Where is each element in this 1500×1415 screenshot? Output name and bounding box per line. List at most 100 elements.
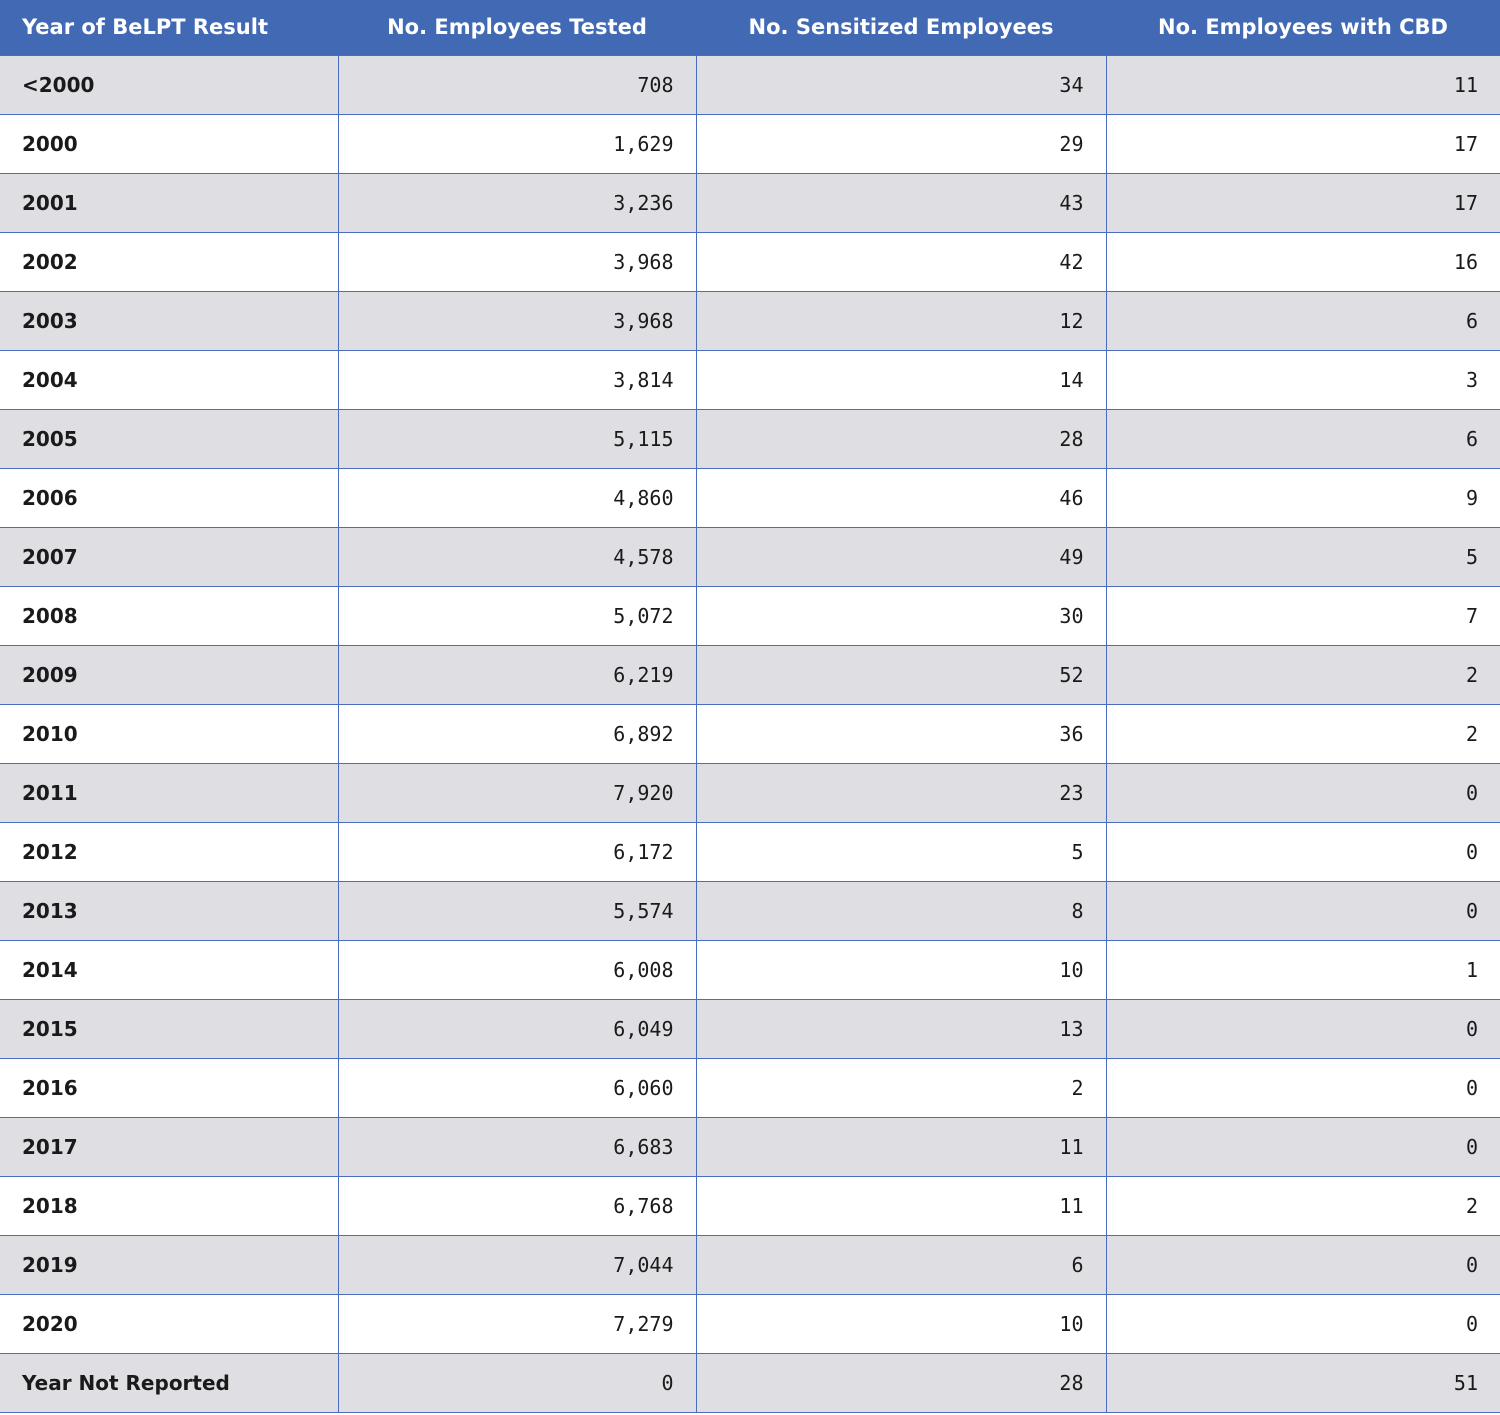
cell-year: 2009 bbox=[0, 644, 338, 705]
header-cbd: No. Employees with CBD bbox=[1106, 0, 1500, 55]
cell-cbd: 2 bbox=[1105, 703, 1500, 764]
cell-sensitized: 46 bbox=[695, 467, 1106, 528]
cell-cbd: 51 bbox=[1105, 1352, 1500, 1413]
table-row: 2004 3,814 14 3 bbox=[0, 349, 1500, 410]
cell-tested: 7,044 bbox=[337, 1234, 696, 1295]
cell-year: 2003 bbox=[0, 290, 338, 351]
cell-sensitized: 11 bbox=[695, 1175, 1106, 1236]
cell-year: Year Not Reported bbox=[0, 1352, 338, 1413]
cell-sensitized: 30 bbox=[695, 585, 1106, 646]
table-row: 2006 4,860 46 9 bbox=[0, 467, 1500, 528]
cell-year: 2012 bbox=[0, 821, 338, 882]
cell-tested: 6,683 bbox=[337, 1116, 696, 1177]
cell-tested: 6,008 bbox=[337, 939, 696, 1000]
header-tested: No. Employees Tested bbox=[338, 0, 696, 55]
table-row: 2013 5,574 8 0 bbox=[0, 880, 1500, 941]
cell-tested: 6,219 bbox=[337, 644, 696, 705]
cell-year: 2001 bbox=[0, 172, 338, 233]
cell-sensitized: 2 bbox=[695, 1057, 1106, 1118]
cell-tested: 3,968 bbox=[337, 290, 696, 351]
cell-sensitized: 12 bbox=[695, 290, 1106, 351]
cell-tested: 4,578 bbox=[337, 526, 696, 587]
cell-tested: 6,060 bbox=[337, 1057, 696, 1118]
cell-year: 2015 bbox=[0, 998, 338, 1059]
cell-tested: 5,115 bbox=[337, 408, 696, 469]
cell-tested: 3,814 bbox=[337, 349, 696, 410]
cell-cbd: 3 bbox=[1105, 349, 1500, 410]
cell-cbd: 0 bbox=[1105, 762, 1500, 823]
cell-sensitized: 13 bbox=[695, 998, 1106, 1059]
table-row: 2010 6,892 36 2 bbox=[0, 703, 1500, 764]
table-row: 2016 6,060 2 0 bbox=[0, 1057, 1500, 1118]
table-row: 2019 7,044 6 0 bbox=[0, 1234, 1500, 1295]
cell-tested: 4,860 bbox=[337, 467, 696, 528]
cell-year: 2011 bbox=[0, 762, 338, 823]
cell-sensitized: 10 bbox=[695, 1293, 1106, 1354]
cell-cbd: 1 bbox=[1105, 939, 1500, 1000]
cell-sensitized: 42 bbox=[695, 231, 1106, 292]
cell-year: <2000 bbox=[0, 54, 338, 115]
cell-year: 2010 bbox=[0, 703, 338, 764]
cell-cbd: 6 bbox=[1105, 408, 1500, 469]
cell-sensitized: 11 bbox=[695, 1116, 1106, 1177]
cell-sensitized: 43 bbox=[695, 172, 1106, 233]
table-row: 2001 3,236 43 17 bbox=[0, 172, 1500, 233]
cell-year: 2019 bbox=[0, 1234, 338, 1295]
header-row: Year of BeLPT Result No. Employees Teste… bbox=[0, 0, 1500, 55]
table-row: 2018 6,768 11 2 bbox=[0, 1175, 1500, 1236]
table-row: 2014 6,008 10 1 bbox=[0, 939, 1500, 1000]
cell-cbd: 2 bbox=[1105, 1175, 1500, 1236]
cell-tested: 6,892 bbox=[337, 703, 696, 764]
cell-year: 2007 bbox=[0, 526, 338, 587]
table-row: <2000 708 34 11 bbox=[0, 54, 1500, 115]
cell-year: 2008 bbox=[0, 585, 338, 646]
cell-year: 2005 bbox=[0, 408, 338, 469]
cell-cbd: 0 bbox=[1105, 880, 1500, 941]
cell-tested: 7,920 bbox=[337, 762, 696, 823]
cell-cbd: 2 bbox=[1105, 644, 1500, 705]
table-body: <2000 708 34 11 2000 1,629 29 17 2001 3,236 43 17 20… bbox=[0, 54, 1500, 1413]
cell-year: 2006 bbox=[0, 467, 338, 528]
cell-sensitized: 14 bbox=[695, 349, 1106, 410]
cell-cbd: 16 bbox=[1105, 231, 1500, 292]
cell-cbd: 0 bbox=[1105, 1234, 1500, 1295]
cell-year: 2016 bbox=[0, 1057, 338, 1118]
table-row: 2017 6,683 11 0 bbox=[0, 1116, 1500, 1177]
table-row: 2007 4,578 49 5 bbox=[0, 526, 1500, 587]
cell-sensitized: 29 bbox=[695, 113, 1106, 174]
cell-sensitized: 28 bbox=[695, 1352, 1106, 1413]
cell-year: 2002 bbox=[0, 231, 338, 292]
cell-tested: 6,172 bbox=[337, 821, 696, 882]
header-year: Year of BeLPT Result bbox=[0, 0, 338, 55]
cell-tested: 5,072 bbox=[337, 585, 696, 646]
cell-year: 2013 bbox=[0, 880, 338, 941]
cell-sensitized: 36 bbox=[695, 703, 1106, 764]
cell-cbd: 0 bbox=[1105, 998, 1500, 1059]
cell-year: 2020 bbox=[0, 1293, 338, 1354]
cell-cbd: 11 bbox=[1105, 54, 1500, 115]
table-row: 2000 1,629 29 17 bbox=[0, 113, 1500, 174]
cell-tested: 3,236 bbox=[337, 172, 696, 233]
table-row: 2015 6,049 13 0 bbox=[0, 998, 1500, 1059]
cell-tested: 3,968 bbox=[337, 231, 696, 292]
table-row: 2011 7,920 23 0 bbox=[0, 762, 1500, 823]
table-header: Year of BeLPT Result No. Employees Teste… bbox=[0, 0, 1500, 55]
table-row: 2002 3,968 42 16 bbox=[0, 231, 1500, 292]
cell-cbd: 0 bbox=[1105, 1116, 1500, 1177]
table-row: 2009 6,219 52 2 bbox=[0, 644, 1500, 705]
cell-sensitized: 34 bbox=[695, 54, 1106, 115]
cell-cbd: 17 bbox=[1105, 172, 1500, 233]
cell-tested: 7,279 bbox=[337, 1293, 696, 1354]
cell-year: 2004 bbox=[0, 349, 338, 410]
table-row: 2008 5,072 30 7 bbox=[0, 585, 1500, 646]
cell-cbd: 17 bbox=[1105, 113, 1500, 174]
cell-tested: 5,574 bbox=[337, 880, 696, 941]
cell-sensitized: 49 bbox=[695, 526, 1106, 587]
cell-cbd: 9 bbox=[1105, 467, 1500, 528]
cell-year: 2000 bbox=[0, 113, 338, 174]
cell-cbd: 6 bbox=[1105, 290, 1500, 351]
cell-tested: 1,629 bbox=[337, 113, 696, 174]
table-row: 2020 7,279 10 0 bbox=[0, 1293, 1500, 1354]
cell-year: 2017 bbox=[0, 1116, 338, 1177]
